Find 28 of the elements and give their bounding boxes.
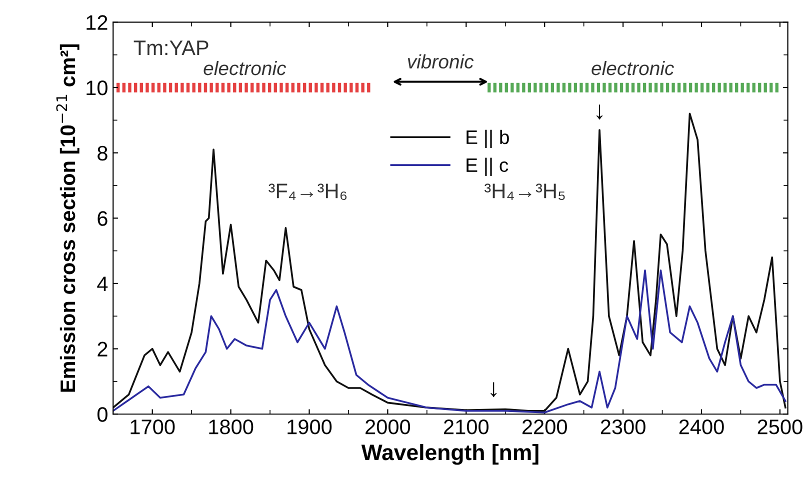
annotation: vibronic xyxy=(408,54,474,69)
x-tick-label: 2000 xyxy=(366,420,410,434)
legend-label: E || c xyxy=(466,158,508,176)
y-tick-label: 2 xyxy=(98,342,108,356)
y-axis-title: Emission cross section [10$^{−21}$ cm²] xyxy=(56,44,80,392)
x-tick-label: 1700 xyxy=(130,420,175,434)
annotation: ↓ xyxy=(596,104,602,120)
y-tick-label: 4 xyxy=(97,276,108,292)
x-axis-title: Wavelength [nm] xyxy=(361,444,538,465)
x-tick-label: 2100 xyxy=(444,420,489,434)
x-tick-label: 2500 xyxy=(758,420,802,434)
x-tick-label: 2400 xyxy=(679,420,724,434)
annotation: electronic xyxy=(204,60,286,76)
x-tick-label: 1900 xyxy=(288,420,332,434)
x-tick-label: 2300 xyxy=(600,420,646,434)
y-tick-label: 0 xyxy=(97,407,108,422)
annotation: ↓ xyxy=(490,382,497,398)
annotation: Tm:YAP xyxy=(134,40,208,56)
y-tick-label: 10 xyxy=(86,80,108,96)
x-tick-label: 1800 xyxy=(209,420,254,434)
annotation: electronic xyxy=(592,60,674,76)
legend-label: E || b xyxy=(466,130,509,148)
y-tick-label: 8 xyxy=(98,146,108,161)
y-tick-label: 6 xyxy=(98,211,108,226)
x-tick-label: 2200 xyxy=(522,420,567,434)
annotation: ³F₄→³H₆ xyxy=(268,184,347,200)
annotation: ³H₄→³H₅ xyxy=(484,184,565,200)
y-tick-label: 12 xyxy=(86,15,108,30)
